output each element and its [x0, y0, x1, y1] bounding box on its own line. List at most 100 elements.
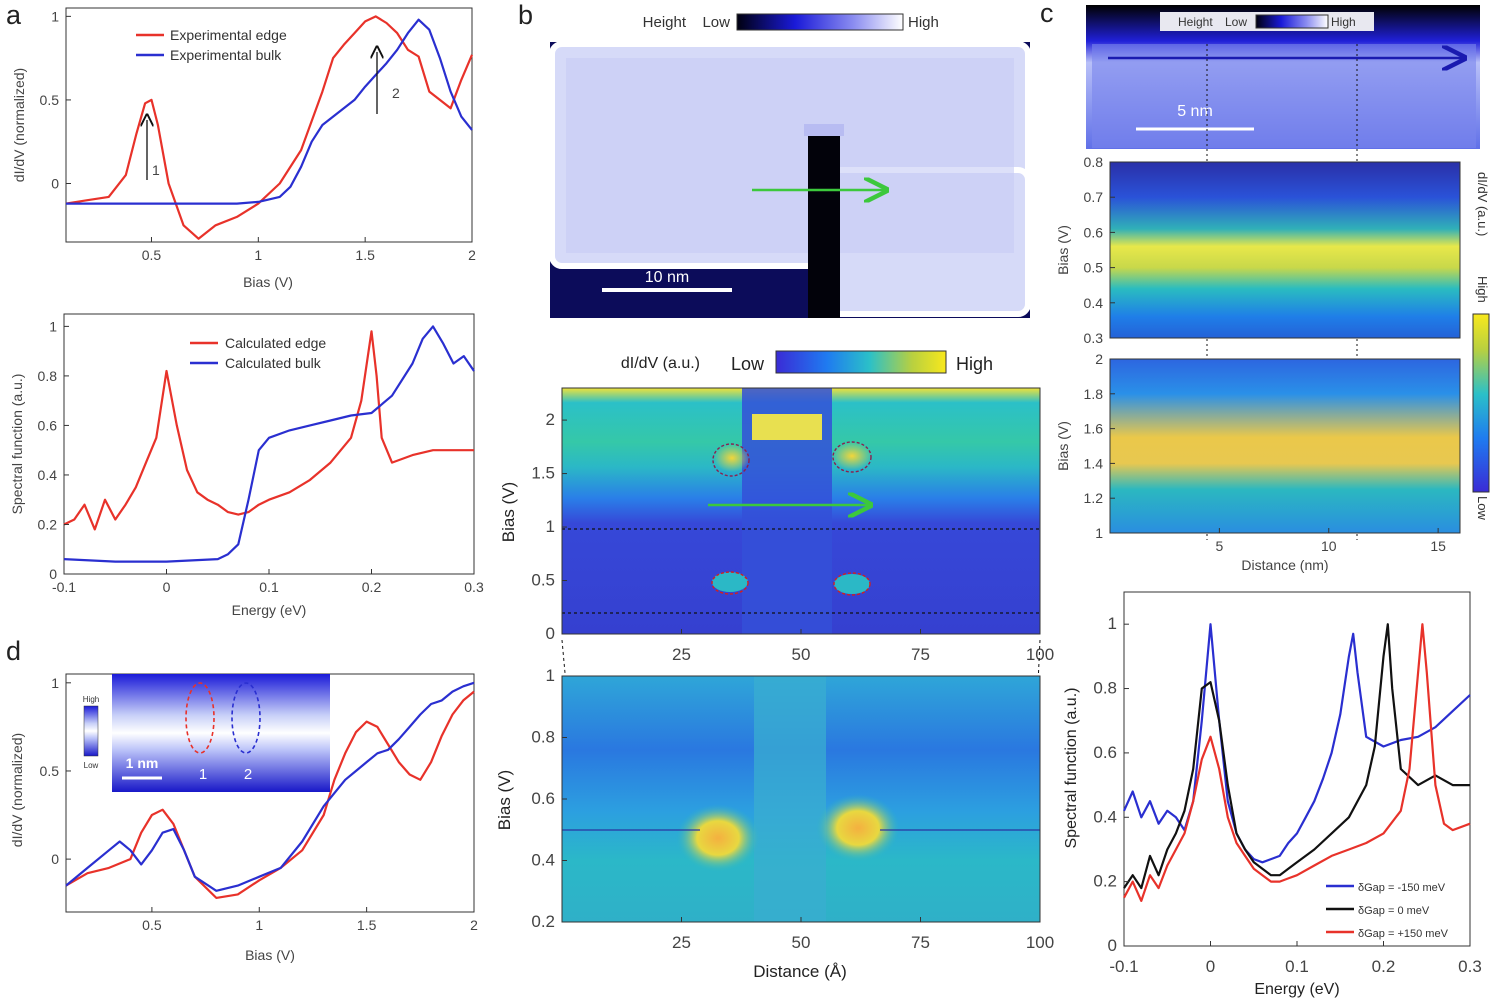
d-xtick-label-1: 1 [255, 917, 263, 933]
b-map-bottom-xtick-label-1: 50 [792, 933, 811, 952]
a-bottom-ytick-label-2: 0.4 [38, 467, 58, 483]
c-spectral-xtick-label-0: -0.1 [1109, 957, 1138, 976]
d-ytick-label-2: 1 [51, 675, 59, 691]
c-map-top-ytick-label-5: 0.8 [1084, 154, 1104, 170]
b-didv-colorbar-low: Low [731, 354, 765, 374]
d-inset-scalebar-label: 1 nm [126, 755, 159, 771]
b-map-bottom-ytick-label-3: 0.8 [531, 728, 555, 747]
c-spectral-xlabel: Energy (eV) [1254, 981, 1339, 998]
c-map-bottom-xtick-label-1: 10 [1321, 538, 1337, 554]
b-map-top-ytick-label-4: 2 [546, 410, 555, 429]
c-map-bottom-ytick-label-4: 1.8 [1084, 386, 1104, 402]
a-top-annotation-1: 1 [152, 162, 160, 178]
b-map-top-xtick-label-1: 50 [792, 645, 811, 664]
c-map-bottom-ytick-label-0: 1 [1095, 525, 1103, 541]
a-bottom-ylabel: Spectral function (a.u.) [9, 374, 25, 515]
c-map-bottom-xlabel: Distance (nm) [1241, 557, 1328, 573]
d-ylabel: dI/dV (normalized) [9, 733, 25, 847]
a-bottom-series-1 [63, 325, 475, 563]
a-bottom-ytick-label-1: 0.2 [38, 516, 58, 532]
b-map-top-xtick-label-0: 25 [672, 645, 691, 664]
b-map-bottom-xtick-label-2: 75 [911, 933, 930, 952]
c-map-top: 0.3 0.4 0.5 0.6 0.7 0.8 Bias (V) [1055, 154, 1461, 346]
a-bottom-ytick-label-5: 1 [49, 318, 57, 334]
panel-a-top-plot: 0.5 1 1.5 2 0 0.5 1 Bias (V) dI/dV (normalized… [11, 7, 476, 290]
c-map-bottom-ytick-label-1: 1.2 [1084, 490, 1104, 506]
c-map-top-ytick-label-4: 0.7 [1084, 189, 1104, 205]
c-map-top-ytick-label-1: 0.4 [1084, 295, 1104, 311]
b-didv-colorbar-high: High [956, 354, 993, 374]
c-scalebar-label: 5 nm [1177, 103, 1213, 120]
d-inset-high: High [83, 695, 99, 704]
c-map-bottom-ylabel: Bias (V) [1055, 421, 1071, 471]
c-spectral-ytick-label-2: 0.4 [1093, 807, 1117, 826]
c-spectral-ytick-label-5: 1 [1108, 614, 1117, 633]
d-xtick-label-0: 0.5 [142, 917, 162, 933]
a-top-ytick-label-1: 0.5 [40, 92, 60, 108]
b-map-bottom-ytick-label-4: 1 [546, 666, 555, 685]
b-map-bottom-xtick-label-0: 25 [672, 933, 691, 952]
a-top-legend-edge: Experimental edge [170, 27, 287, 43]
c-map-top-ylabel: Bias (V) [1055, 225, 1071, 275]
c-height-colorbar-low: Low [1225, 15, 1247, 29]
b-map-top: 25 50 75 100 0 0.5 1 1.5 2 Bias (V) [499, 387, 1054, 664]
a-bottom-legend-bulk: Calculated bulk [225, 355, 322, 371]
c-spectral-series-1 [1123, 623, 1470, 890]
b-map-bottom-ytick-label-1: 0.4 [531, 851, 555, 870]
b-didv-colorbar-title: dI/dV (a.u.) [621, 355, 700, 372]
b-map-bottom-ytick-label-2: 0.6 [531, 789, 555, 808]
b-map-top-ylabel: Bias (V) [499, 482, 518, 542]
a-bottom-ytick-label-3: 0.6 [38, 417, 58, 433]
c-spectral-xtick-label-3: 0.2 [1372, 957, 1396, 976]
c-spectral-ytick-label-0: 0 [1108, 936, 1117, 955]
c-map-top-ytick-label-2: 0.5 [1084, 260, 1104, 276]
panel-label-b: b [518, 0, 533, 30]
c-spectral-ytick-label-1: 0.2 [1093, 872, 1117, 891]
c-legend-1: δGap = 0 meV [1358, 905, 1430, 917]
b-map-bottom-xlabel: Distance (Å) [753, 962, 847, 981]
b-map-top-ytick-label-1: 0.5 [531, 571, 555, 590]
c-height-colorbar-title: Height [1178, 15, 1213, 29]
c-topography-image: 5 nm Height Low High [1086, 5, 1480, 149]
b-topography-image: 10 nm [549, 41, 1031, 318]
d-series-1 [65, 681, 475, 892]
b-map-bottom-xtick-label-3: 100 [1026, 933, 1054, 952]
a-top-series-1 [66, 18, 473, 205]
c-map-top-ytick-label-0: 0.3 [1084, 330, 1104, 346]
c-didv-colorbar-title: dI/dV (a.u.) [1475, 172, 1490, 236]
a-bottom-xlabel: Energy (eV) [232, 602, 307, 618]
a-top-ytick-label-2: 1 [51, 8, 59, 24]
c-legend-0: δGap = -150 meV [1358, 882, 1446, 894]
c-legend-2: δGap = +150 meV [1358, 928, 1449, 940]
a-top-ylabel: dI/dV (normalized) [11, 68, 27, 182]
b-map-bottom-ylabel: Bias (V) [495, 770, 514, 830]
d-inset-marker-2: 2 [244, 766, 252, 783]
a-top-annotation-2: 2 [392, 85, 400, 101]
c-spectral-series-2 [1123, 623, 1471, 902]
panel-a-bottom-plot: -0.1 0 0.1 0.2 0.300.20.40.60.81 Energy (eV)… [9, 313, 484, 618]
a-top-xtick-label-0: 0.5 [142, 247, 162, 263]
c-map-bottom-ytick-label-2: 1.4 [1084, 455, 1104, 471]
d-inset-marker-1: 1 [199, 766, 207, 783]
a-top-xtick-label-1: 1 [254, 247, 262, 263]
panel-label-c: c [1040, 0, 1054, 28]
c-map-bottom-xtick-label-2: 15 [1430, 538, 1446, 554]
a-bottom-ytick-label-4: 0.8 [38, 368, 58, 384]
b-height-colorbar [736, 13, 904, 31]
c-map-bottom-ytick-label-5: 2 [1095, 351, 1103, 367]
d-ytick-label-1: 0.5 [40, 763, 60, 779]
b-height-colorbar-high: High [908, 14, 939, 31]
a-bottom-xtick-label-4: 0.3 [464, 579, 484, 595]
c-spectral-xtick-label-4: 0.3 [1458, 957, 1482, 976]
b-map-top-xtick-label-2: 75 [911, 645, 930, 664]
c-map-bottom: 5 10 15 1 1.2 1.4 1.6 1.8 2 Distance (nm) Bias (… [1055, 351, 1461, 573]
d-series-0 [65, 690, 475, 899]
d-xlabel: Bias (V) [245, 947, 295, 963]
b-height-colorbar-low: Low [702, 14, 730, 31]
c-didv-colorbar-low: Low [1475, 496, 1490, 520]
c-map-bottom-ytick-label-3: 1.6 [1084, 421, 1104, 437]
a-bottom-series-0 [63, 330, 474, 531]
c-spectral-ytick-label-3: 0.6 [1093, 743, 1117, 762]
a-top-xtick-label-3: 2 [468, 247, 476, 263]
a-top-ytick-label-0: 0 [51, 176, 59, 192]
